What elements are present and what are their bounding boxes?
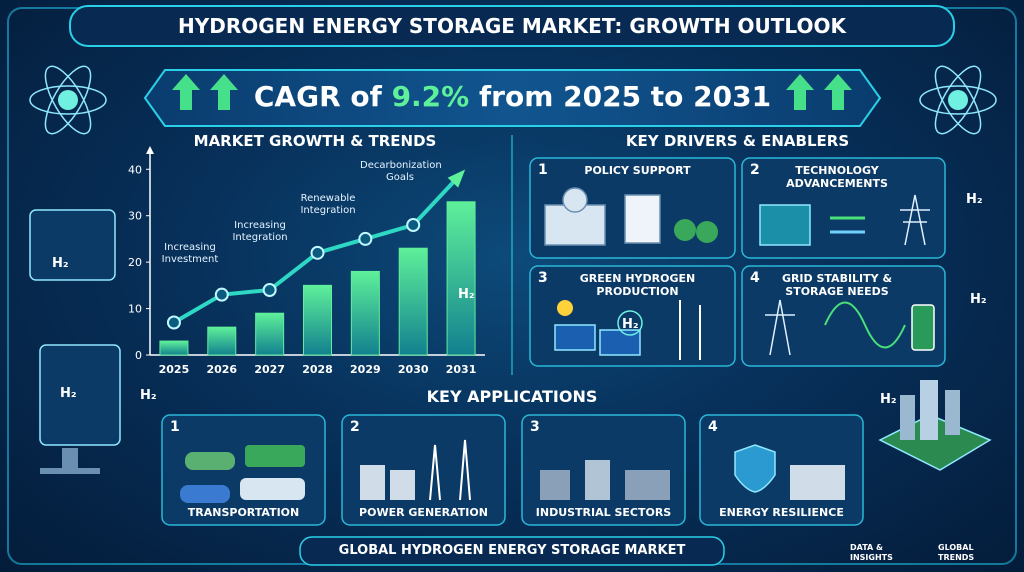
h2-label: H₂ bbox=[970, 292, 987, 307]
driver-number: 1 bbox=[538, 162, 548, 178]
annotation: Increasing Investment bbox=[161, 242, 219, 265]
applications-title: KEY APPLICATIONS bbox=[426, 387, 598, 406]
title: HYDROGEN ENERGY STORAGE MARKET: GROWTH O… bbox=[178, 14, 846, 38]
x-tick-label: 2028 bbox=[302, 363, 333, 376]
trend-point bbox=[262, 283, 277, 297]
footer-title: GLOBAL HYDROGEN ENERGY STORAGE MARKET bbox=[338, 543, 686, 558]
driver-label: GRID STABILITY & STORAGE NEEDS bbox=[781, 272, 893, 298]
cagr: CAGR of 9.2% from 2025 to 2031 bbox=[165, 80, 860, 113]
badge-text: INSIGHTS bbox=[850, 553, 893, 562]
x-tick-label: 2030 bbox=[398, 363, 429, 376]
h2-label: H₂ bbox=[60, 386, 77, 401]
h2-label: H₂ bbox=[458, 287, 475, 302]
application-number: 2 bbox=[350, 419, 360, 435]
annotation: Decarbonization Goals bbox=[360, 160, 442, 183]
driver-number: 3 bbox=[538, 270, 548, 286]
annotation: Renewable Integration bbox=[300, 193, 356, 216]
annotation: Increasing Integration bbox=[232, 220, 288, 243]
trend-point bbox=[358, 231, 373, 246]
chart-title: MARKET GROWTH & TRENDS bbox=[193, 132, 437, 150]
trend-point bbox=[214, 287, 229, 302]
x-tick-label: 2025 bbox=[159, 363, 190, 376]
trend-point bbox=[310, 245, 325, 260]
icons bbox=[29, 65, 997, 503]
application-number: 1 bbox=[170, 419, 180, 435]
h2-label: H₂ bbox=[140, 388, 157, 403]
bar bbox=[207, 326, 237, 356]
footer-bar bbox=[299, 536, 725, 566]
driver-number: 2 bbox=[750, 162, 760, 178]
y-tick-label: 30 bbox=[128, 210, 142, 223]
driver-number: 4 bbox=[750, 270, 760, 286]
bar bbox=[159, 340, 189, 356]
bar bbox=[350, 270, 380, 356]
x-tick-label: 2027 bbox=[254, 363, 285, 376]
badge-text: TRENDS bbox=[938, 553, 975, 562]
x-tick-label: 2029 bbox=[350, 363, 381, 376]
application-label: INDUSTRIAL SECTORS bbox=[535, 506, 672, 519]
application-number: 3 bbox=[530, 419, 540, 435]
bar bbox=[303, 284, 332, 356]
h2-label: H₂ bbox=[966, 192, 983, 207]
drivers-title: KEY DRIVERS & ENABLERS bbox=[625, 132, 850, 150]
application-number: 4 bbox=[708, 419, 718, 435]
y-tick-label: 40 bbox=[128, 163, 142, 176]
title-bar bbox=[69, 5, 955, 47]
cagr-suffix: from 2025 to 2031 bbox=[478, 80, 772, 113]
x-tick-label: 2031 bbox=[446, 363, 477, 376]
y-axis-arrow bbox=[146, 146, 154, 154]
driver-label: POLICY SUPPORT bbox=[584, 164, 691, 177]
badge-text: DATA & bbox=[850, 543, 883, 552]
driver-label: TECHNOLOGY ADVANCEMENTS bbox=[786, 164, 888, 190]
badge-text: GLOBAL bbox=[938, 543, 974, 552]
h2-label: H₂ bbox=[52, 256, 69, 271]
cagr-value: 9.2% bbox=[391, 80, 470, 113]
trend-point bbox=[166, 315, 181, 330]
application-label: ENERGY RESILIENCE bbox=[719, 506, 844, 519]
bar bbox=[255, 312, 285, 356]
y-tick-label: 10 bbox=[128, 303, 142, 316]
trend-point bbox=[406, 218, 421, 232]
x-tick-label: 2026 bbox=[206, 363, 237, 376]
h2-label: H₂ bbox=[880, 392, 897, 407]
y-tick-label: 0 bbox=[135, 349, 142, 362]
trend-arrowhead bbox=[447, 169, 466, 188]
bar bbox=[446, 201, 476, 356]
arrows bbox=[172, 74, 852, 110]
y-tick-label: 20 bbox=[128, 256, 142, 269]
driver-label: GREEN HYDROGEN PRODUCTION bbox=[579, 272, 696, 298]
cagr-banner bbox=[143, 69, 882, 127]
cagr-prefix: CAGR of bbox=[253, 80, 382, 113]
application-label: TRANSPORTATION bbox=[187, 506, 300, 519]
bar bbox=[398, 247, 428, 356]
application-label: POWER GENERATION bbox=[359, 506, 488, 519]
h2-label: H₂ bbox=[622, 317, 639, 332]
